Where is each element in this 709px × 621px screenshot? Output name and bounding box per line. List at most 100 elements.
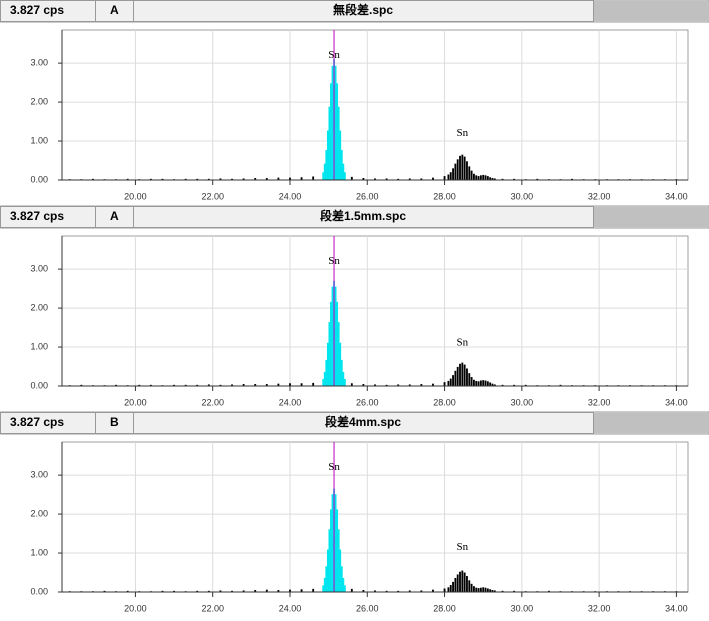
x-tick-label: 24.00 [279,191,302,201]
bar [463,156,466,180]
bar [339,342,342,386]
y-tick-label: 0.00 [30,174,48,184]
y-tick-label: 3.00 [30,57,48,67]
bar [452,375,454,386]
bar [330,509,332,592]
bar [449,172,452,180]
bar [331,286,334,386]
bar [322,378,325,386]
x-tick-label: 34.00 [665,603,688,613]
x-tick-label: 26.00 [356,397,379,407]
y-tick-label: 1.00 [30,135,48,145]
channel: A [110,209,119,223]
header-fill [594,207,709,227]
y-tick-label: 0.00 [30,586,48,596]
bar [343,585,346,592]
y-tick-label: 2.00 [30,302,48,312]
bar [126,178,129,180]
x-tick-label: 30.00 [511,191,534,201]
plot-area [61,29,689,181]
bar [340,150,343,180]
bar [420,178,423,180]
bar [340,566,343,592]
bar [473,586,475,592]
bar [385,384,388,386]
bar [343,172,346,180]
bar [432,177,434,180]
bar [334,286,337,386]
bar [486,176,489,180]
plot-area [61,441,689,593]
bar [491,178,494,180]
bar [491,590,494,592]
bar [207,384,210,386]
x-tick-label: 28.00 [433,397,456,407]
bar [491,383,494,386]
bar [468,373,471,386]
bar [325,566,328,592]
bar [323,163,326,180]
bar [475,380,478,386]
bar [477,176,480,180]
bar [326,130,329,180]
header-cell [133,412,594,434]
bar [342,371,345,386]
bar [454,163,457,180]
header-fill [594,1,709,21]
bar [449,584,452,592]
bar [231,178,233,180]
bar [397,384,400,386]
bar [459,363,461,386]
x-tick-label: 28.00 [433,191,456,201]
bar [265,589,268,592]
x-tick-label: 20.00 [124,397,147,407]
peak-label: Sn [328,461,340,473]
channel: A [110,3,119,17]
x-tick-label: 22.00 [201,603,224,613]
bar [456,574,459,592]
y-tick-label: 3.00 [30,469,48,479]
bar [326,342,329,386]
channel: B [110,415,119,429]
bar [323,371,326,386]
bar [461,570,464,592]
peak-label: Sn [457,337,469,349]
y-tick-label: 2.00 [30,508,48,518]
bar [149,178,152,180]
bar [461,154,464,180]
bar [479,587,482,592]
bar [486,381,489,386]
x-tick-label: 24.00 [279,397,302,407]
bar [242,590,245,592]
bar [479,175,482,180]
bar [322,585,325,592]
bar [420,590,423,592]
peak-label: Sn [328,255,340,267]
bar [207,590,210,592]
bar [486,588,489,592]
bar [482,587,485,592]
bar [300,589,303,592]
bar [115,384,118,386]
bar [408,178,411,180]
x-tick-label: 34.00 [665,191,688,201]
bar [312,176,315,180]
bar [362,590,365,592]
bar [325,359,328,386]
bar [484,380,487,386]
bar [336,83,339,180]
scale-label: 3.827 cps [10,415,64,429]
peak-label: Sn [328,49,340,61]
y-tick-label: 0.00 [30,380,48,390]
bar [328,106,331,180]
bar [312,588,315,592]
x-tick-label: 24.00 [279,603,302,613]
peak-label: Sn [457,127,469,139]
bar [475,175,478,180]
file-title: 無段差.spc [333,2,393,17]
bar [449,378,452,386]
bar [328,529,331,592]
bar [385,590,388,592]
bar [254,384,257,386]
